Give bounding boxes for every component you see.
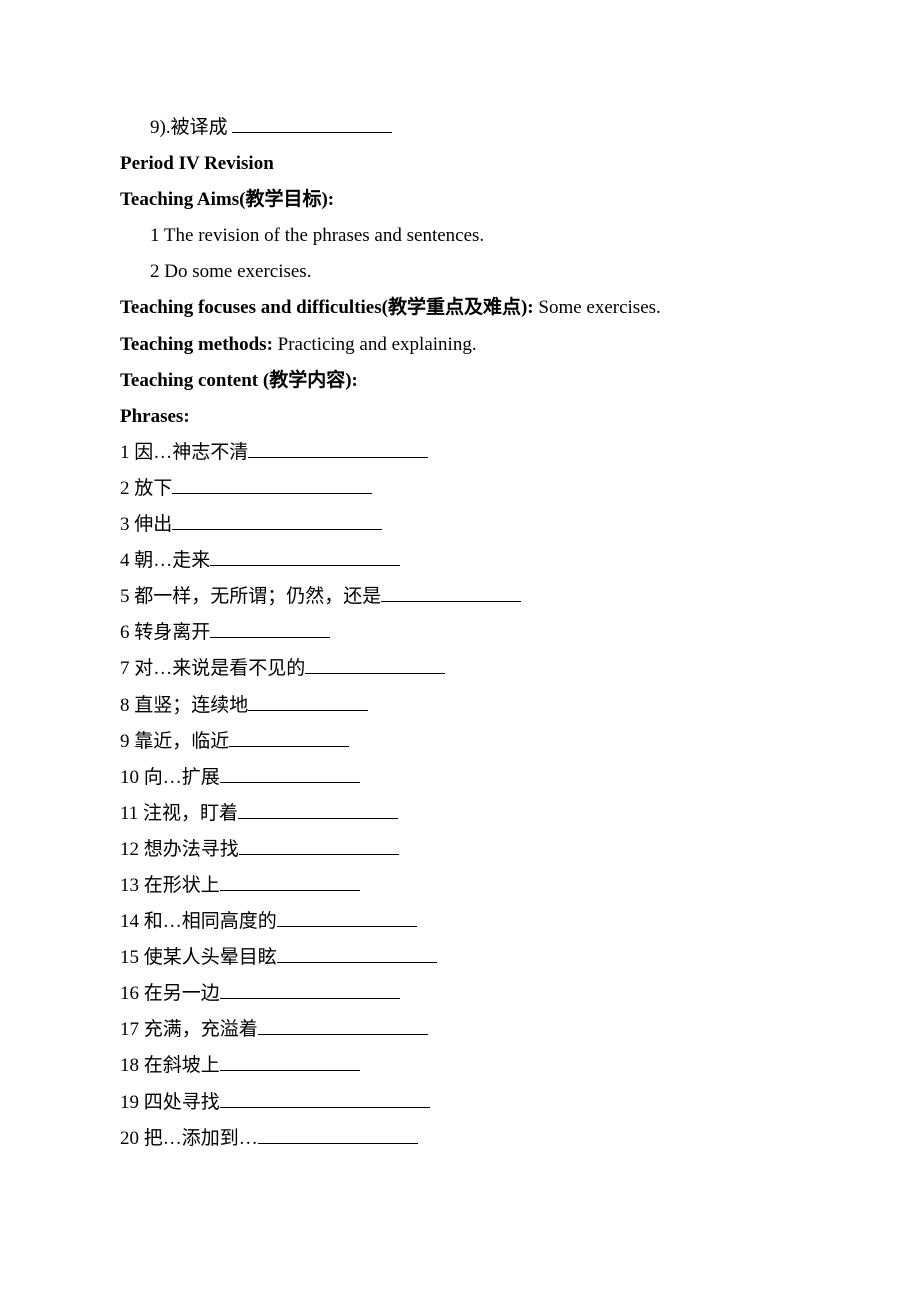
- phrase-item-13: 13 在形状上: [120, 868, 800, 904]
- phrase-item-17: 17 充满，充溢着: [120, 1012, 800, 1048]
- blank-line: [172, 510, 382, 530]
- phrase-text: 2 放下: [120, 478, 172, 499]
- blank-line: [172, 474, 372, 494]
- phrase-text: 9 靠近，临近: [120, 731, 229, 752]
- blank-line: [258, 1124, 418, 1144]
- phrase-item-15: 15 使某人头晕目眩: [120, 940, 800, 976]
- blank-line: [238, 799, 398, 819]
- aim-1: 1 The revision of the phrases and senten…: [120, 218, 800, 254]
- phrase-text: 7 对…来说是看不见的: [120, 658, 305, 679]
- phrase-item-12: 12 想办法寻找: [120, 832, 800, 868]
- phrase-text: 5 都一样，无所谓；仍然，还是: [120, 586, 381, 607]
- teaching-focuses-value: Some exercises.: [538, 297, 660, 318]
- phrase-text: 8 直竖；连续地: [120, 695, 248, 716]
- blank-line: [229, 727, 349, 747]
- blank-line: [210, 618, 330, 638]
- blank-line: [220, 763, 360, 783]
- phrase-item-16: 16 在另一边: [120, 976, 800, 1012]
- phrase-item-10: 10 向…扩展: [120, 760, 800, 796]
- phrase-item-20: 20 把…添加到…: [120, 1121, 800, 1157]
- blank-line: [220, 1088, 430, 1108]
- blank-line: [220, 979, 400, 999]
- phrase-text: 16 在另一边: [120, 983, 220, 1004]
- phrase-text: 1 因…神志不清: [120, 442, 248, 463]
- blank-line: [220, 1051, 360, 1071]
- teaching-methods-label: Teaching methods:: [120, 334, 278, 355]
- teaching-content-heading: Teaching content (教学内容):: [120, 363, 800, 399]
- blank-line: [277, 943, 437, 963]
- phrase-item-4: 4 朝…走来: [120, 543, 800, 579]
- phrase-item-11: 11 注视，盯着: [120, 796, 800, 832]
- phrases-heading: Phrases:: [120, 399, 800, 435]
- phrase-text: 6 转身离开: [120, 622, 210, 643]
- aim-2: 2 Do some exercises.: [120, 254, 800, 290]
- blank-line: [239, 835, 399, 855]
- phrase-item-7: 7 对…来说是看不见的: [120, 651, 800, 687]
- phrase-text: 3 伸出: [120, 514, 172, 535]
- phrase-item-2: 2 放下: [120, 471, 800, 507]
- phrase-text: 17 充满，充溢着: [120, 1019, 258, 1040]
- document-page: 9).被译成 Period IV Revision Teaching Aims(…: [0, 0, 920, 1217]
- phrase-item-18: 18 在斜坡上: [120, 1048, 800, 1084]
- phrase-item-1: 1 因…神志不清: [120, 435, 800, 471]
- blank-line: [381, 582, 521, 602]
- phrase-item-5: 5 都一样，无所谓；仍然，还是: [120, 579, 800, 615]
- phrase-item-8: 8 直竖；连续地: [120, 688, 800, 724]
- phrase-text: 13 在形状上: [120, 875, 220, 896]
- teaching-methods-line: Teaching methods: Practicing and explain…: [120, 327, 800, 363]
- top-item-text: 9).被译成: [150, 117, 228, 138]
- phrase-item-6: 6 转身离开: [120, 615, 800, 651]
- blank-line: [220, 871, 360, 891]
- phrase-text: 12 想办法寻找: [120, 839, 239, 860]
- period-title: Period IV Revision: [120, 146, 800, 182]
- phrase-text: 10 向…扩展: [120, 767, 220, 788]
- blank-line: [210, 546, 400, 566]
- phrase-text: 20 把…添加到…: [120, 1128, 258, 1149]
- teaching-focuses-line: Teaching focuses and difficulties(教学重点及难…: [120, 290, 800, 326]
- phrase-item-19: 19 四处寻找: [120, 1085, 800, 1121]
- top-item: 9).被译成: [120, 110, 800, 146]
- blank-line: [248, 691, 368, 711]
- phrase-text: 15 使某人头晕目眩: [120, 947, 277, 968]
- phrase-item-9: 9 靠近，临近: [120, 724, 800, 760]
- phrase-text: 18 在斜坡上: [120, 1055, 220, 1076]
- blank-line: [305, 654, 445, 674]
- phrase-text: 14 和…相同高度的: [120, 911, 277, 932]
- blank-line: [248, 438, 428, 458]
- blank-line: [258, 1015, 428, 1035]
- phrase-text: 11 注视，盯着: [120, 803, 238, 824]
- phrase-text: 19 四处寻找: [120, 1092, 220, 1113]
- blank-line: [232, 113, 392, 133]
- phrase-item-3: 3 伸出: [120, 507, 800, 543]
- teaching-methods-value: Practicing and explaining.: [278, 334, 477, 355]
- blank-line: [277, 907, 417, 927]
- phrase-text: 4 朝…走来: [120, 550, 210, 571]
- teaching-focuses-label: Teaching focuses and difficulties(教学重点及难…: [120, 297, 538, 318]
- teaching-aims-heading: Teaching Aims(教学目标):: [120, 182, 800, 218]
- phrase-item-14: 14 和…相同高度的: [120, 904, 800, 940]
